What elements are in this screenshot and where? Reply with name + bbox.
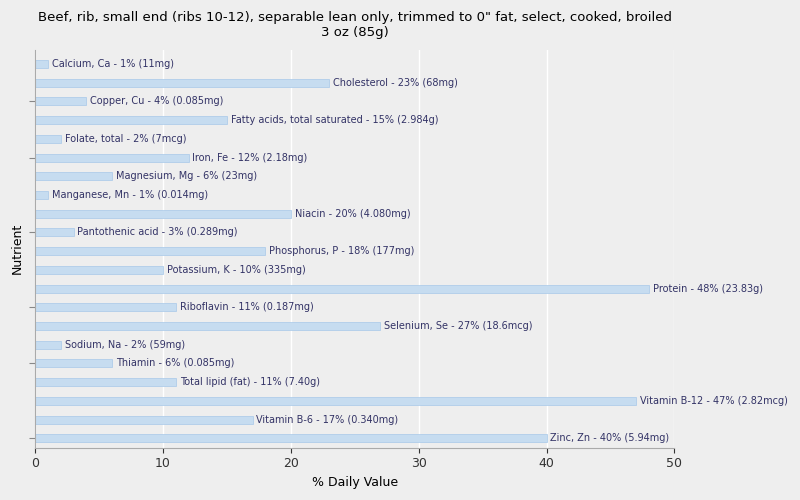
Text: Thiamin - 6% (0.085mg): Thiamin - 6% (0.085mg) — [116, 358, 234, 368]
Text: Magnesium, Mg - 6% (23mg): Magnesium, Mg - 6% (23mg) — [116, 172, 257, 181]
Bar — [35, 210, 291, 218]
Text: Riboflavin - 11% (0.187mg): Riboflavin - 11% (0.187mg) — [180, 302, 314, 312]
Bar — [35, 247, 266, 255]
Bar — [35, 135, 61, 143]
Text: Folate, total - 2% (7mcg): Folate, total - 2% (7mcg) — [65, 134, 186, 144]
Bar — [35, 154, 189, 162]
Text: Selenium, Se - 27% (18.6mcg): Selenium, Se - 27% (18.6mcg) — [384, 321, 533, 331]
Text: Cholesterol - 23% (68mg): Cholesterol - 23% (68mg) — [333, 78, 458, 88]
Bar — [35, 98, 86, 106]
Text: Niacin - 20% (4.080mg): Niacin - 20% (4.080mg) — [294, 208, 410, 218]
Bar — [35, 266, 163, 274]
Bar — [35, 228, 74, 236]
Text: Sodium, Na - 2% (59mg): Sodium, Na - 2% (59mg) — [65, 340, 185, 349]
Text: Zinc, Zn - 40% (5.94mg): Zinc, Zn - 40% (5.94mg) — [550, 434, 670, 444]
Title: Beef, rib, small end (ribs 10-12), separable lean only, trimmed to 0" fat, selec: Beef, rib, small end (ribs 10-12), separ… — [38, 11, 672, 39]
Bar — [35, 434, 546, 442]
Text: Pantothenic acid - 3% (0.289mg): Pantothenic acid - 3% (0.289mg) — [78, 228, 238, 237]
Bar — [35, 172, 112, 180]
Text: Calcium, Ca - 1% (11mg): Calcium, Ca - 1% (11mg) — [52, 59, 174, 69]
Text: Phosphorus, P - 18% (177mg): Phosphorus, P - 18% (177mg) — [269, 246, 414, 256]
Text: Total lipid (fat) - 11% (7.40g): Total lipid (fat) - 11% (7.40g) — [180, 377, 320, 387]
Text: Potassium, K - 10% (335mg): Potassium, K - 10% (335mg) — [167, 265, 306, 275]
Text: Vitamin B-12 - 47% (2.82mcg): Vitamin B-12 - 47% (2.82mcg) — [640, 396, 788, 406]
Text: Copper, Cu - 4% (0.085mg): Copper, Cu - 4% (0.085mg) — [90, 96, 223, 106]
Bar — [35, 191, 48, 199]
Bar — [35, 360, 112, 368]
Bar — [35, 60, 48, 68]
Bar — [35, 378, 176, 386]
Text: Manganese, Mn - 1% (0.014mg): Manganese, Mn - 1% (0.014mg) — [52, 190, 208, 200]
Bar — [35, 322, 381, 330]
Y-axis label: Nutrient: Nutrient — [11, 223, 24, 274]
Bar — [35, 79, 330, 86]
Bar — [35, 116, 227, 124]
Text: Protein - 48% (23.83g): Protein - 48% (23.83g) — [653, 284, 762, 294]
X-axis label: % Daily Value: % Daily Value — [312, 476, 398, 489]
Bar — [35, 340, 61, 348]
Bar — [35, 416, 253, 424]
Bar — [35, 304, 176, 312]
Text: Iron, Fe - 12% (2.18mg): Iron, Fe - 12% (2.18mg) — [193, 152, 308, 162]
Text: Fatty acids, total saturated - 15% (2.984g): Fatty acids, total saturated - 15% (2.98… — [231, 115, 438, 125]
Bar — [35, 397, 636, 405]
Text: Vitamin B-6 - 17% (0.340mg): Vitamin B-6 - 17% (0.340mg) — [257, 414, 398, 424]
Bar — [35, 284, 649, 292]
